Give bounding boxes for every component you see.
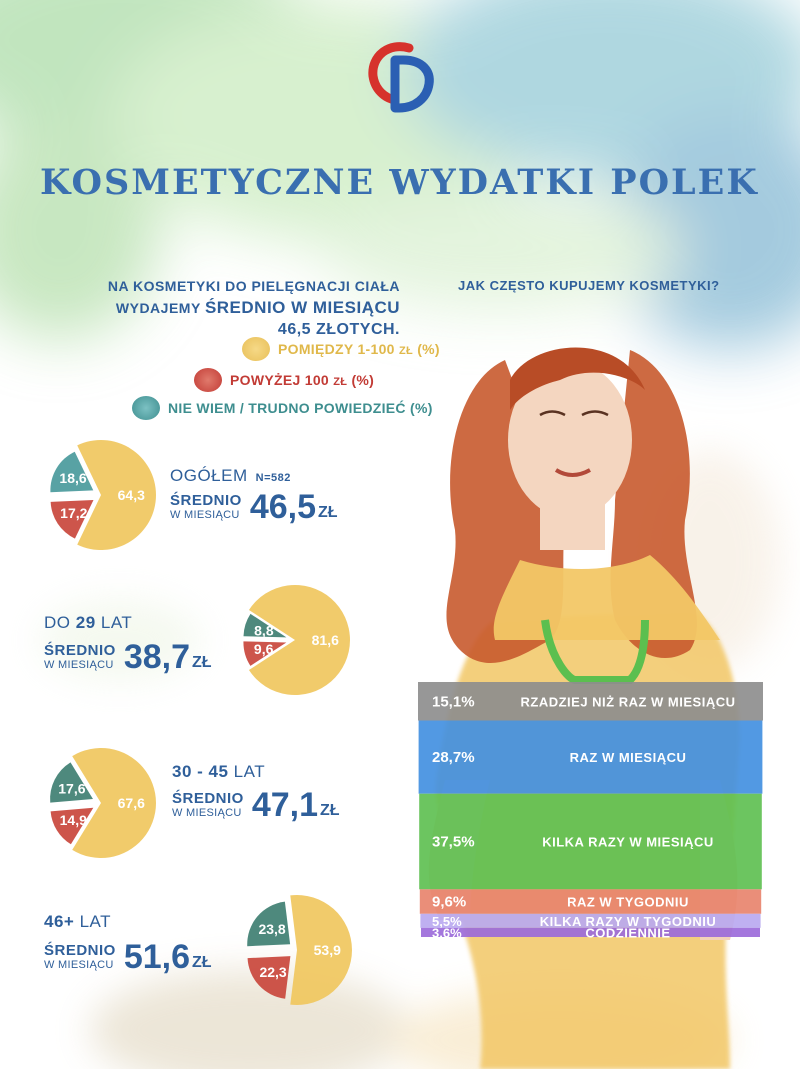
- frequency-title: JAK CZĘSTO KUPUJEMY KOSMETYKI?: [458, 278, 720, 293]
- pie-label: 9,6: [254, 641, 274, 657]
- frequency-band: [419, 889, 762, 914]
- frequency-band: [419, 793, 762, 890]
- frequency-value: 28,7%: [432, 749, 475, 766]
- group-title-overall: OGÓŁEM N=582: [170, 466, 291, 485]
- frequency-value: 5,5%: [432, 914, 462, 929]
- pie-slice-high: [50, 499, 94, 539]
- group-title-46-plus: 46+ LAT: [44, 912, 111, 931]
- group-title-under-29: DO 29 LAT: [44, 613, 133, 632]
- frequency-category: CODZIENNIE: [585, 925, 670, 940]
- pie-label: 64,3: [118, 487, 145, 503]
- legend-item-unknown: NIE WIEM / TRUDNO POWIEDZIEĆ (%): [132, 396, 433, 420]
- intro-line-3: 46,5 ZŁOTYCH.: [277, 321, 400, 338]
- pie-label: 23,8: [258, 921, 285, 937]
- legend-swatch: [132, 396, 160, 420]
- frequency-value: 3,6%: [432, 925, 462, 940]
- pie-label: 8,8: [254, 622, 274, 638]
- legend-item-high: POWYŻEJ 100 ZŁ (%): [194, 368, 374, 392]
- pie-slice-mid: [290, 895, 352, 1005]
- pie-slice-high: [50, 807, 94, 845]
- legend-label: POMIĘDZY 1-100 ZŁ (%): [278, 341, 440, 357]
- avg-30-45: ŚREDNIO W MIESIĄCU 47,1 ZŁ: [172, 786, 340, 824]
- frequency-category: RZADZIEJ NIŻ RAZ W MIESIĄCU: [521, 694, 736, 709]
- intro-line-2-prefix: WYDAJEMY: [115, 300, 201, 316]
- group-title-30-45: 30 - 45 LAT: [172, 762, 266, 781]
- pie-slice-mid: [77, 440, 156, 550]
- frequency-band: [418, 720, 763, 794]
- avg-value: 38,7: [123, 638, 191, 676]
- pie-label: 18,6: [59, 470, 86, 486]
- logo-icon: [368, 42, 434, 113]
- avg-overall: ŚREDNIO W MIESIĄCU 46,5 ZŁ: [170, 488, 338, 526]
- legend-swatch: [242, 337, 270, 361]
- pie-slice-mid: [248, 585, 350, 695]
- intro-text: NA KOSMETYKI DO PIELĘGNACJI CIAŁA WYDAJE…: [40, 276, 400, 340]
- frequency-bag-chart: 15,1% RZADZIEJ NIŻ RAZ W MIESIĄCU 28,7% RAZ…: [418, 682, 763, 940]
- intro-line-2: WYDAJEMY ŚREDNIO W MIESIĄCU: [40, 297, 400, 319]
- legend-item-mid: POMIĘDZY 1-100 ZŁ (%): [242, 337, 440, 361]
- pie-label: 81,6: [312, 632, 339, 648]
- frequency-category: KILKA RAZY W TYGODNIU: [540, 914, 717, 929]
- pie-slice-mid: [72, 748, 156, 858]
- pie-slice-unknown: [243, 613, 287, 638]
- pie-label: 17,6: [58, 780, 85, 796]
- frequency-category: RAZ W TYGODNIU: [567, 895, 689, 910]
- frequency-band: [420, 913, 761, 928]
- avg-value: 51,6: [123, 938, 191, 976]
- pie-label: 22,3: [259, 964, 286, 980]
- pie-slice-unknown: [50, 762, 93, 803]
- frequency-category: KILKA RAZY W MIESIĄCU: [542, 835, 714, 850]
- pie-label: 67,6: [118, 795, 145, 811]
- avg-value: 46,5: [249, 488, 317, 526]
- pie-slice-unknown: [247, 901, 291, 947]
- frequency-value: 37,5%: [432, 834, 475, 851]
- frequency-value: 15,1%: [432, 693, 475, 710]
- pie-chart-46-plus: 53,9 22,3 23,8: [247, 895, 352, 1005]
- intro-line-2-emphasis: ŚREDNIO W MIESIĄCU: [204, 298, 400, 317]
- avg-under-29: ŚREDNIO W MIESIĄCU 38,7 ZŁ: [44, 638, 212, 676]
- pie-chart-30-45: 67,6 14,9 17,6: [50, 748, 156, 858]
- intro-line-1: NA KOSMETYKI DO PIELĘGNACJI CIAŁA: [107, 278, 400, 294]
- frequency-band: [421, 927, 760, 937]
- pie-chart-under-29: 81,6 9,6 8,8: [243, 585, 350, 695]
- pie-label: 53,9: [314, 942, 341, 958]
- avg-46-plus: ŚREDNIO W MIESIĄCU 51,6 ZŁ: [44, 938, 212, 976]
- pie-label: 17,2: [60, 505, 87, 521]
- sample-size: N=582: [255, 472, 291, 484]
- avg-value: 47,1: [251, 786, 319, 824]
- pie-slice-high: [243, 641, 287, 666]
- pie-slice-high: [247, 956, 291, 999]
- frequency-category: RAZ W MIESIĄCU: [570, 750, 687, 765]
- page-title: KOSMETYCZNE WYDATKI POLEK: [40, 162, 759, 203]
- pie-label: 14,9: [60, 812, 87, 828]
- legend-label: POWYŻEJ 100 ZŁ (%): [230, 372, 375, 388]
- legend-label: NIE WIEM / TRUDNO POWIEDZIEĆ (%): [168, 400, 433, 416]
- frequency-band: [418, 682, 763, 721]
- legend-swatch: [194, 368, 222, 392]
- frequency-value: 9,6%: [432, 894, 466, 911]
- pie-slice-unknown: [50, 451, 94, 493]
- pie-chart-overall: 64,3 17,2 18,6: [50, 440, 156, 550]
